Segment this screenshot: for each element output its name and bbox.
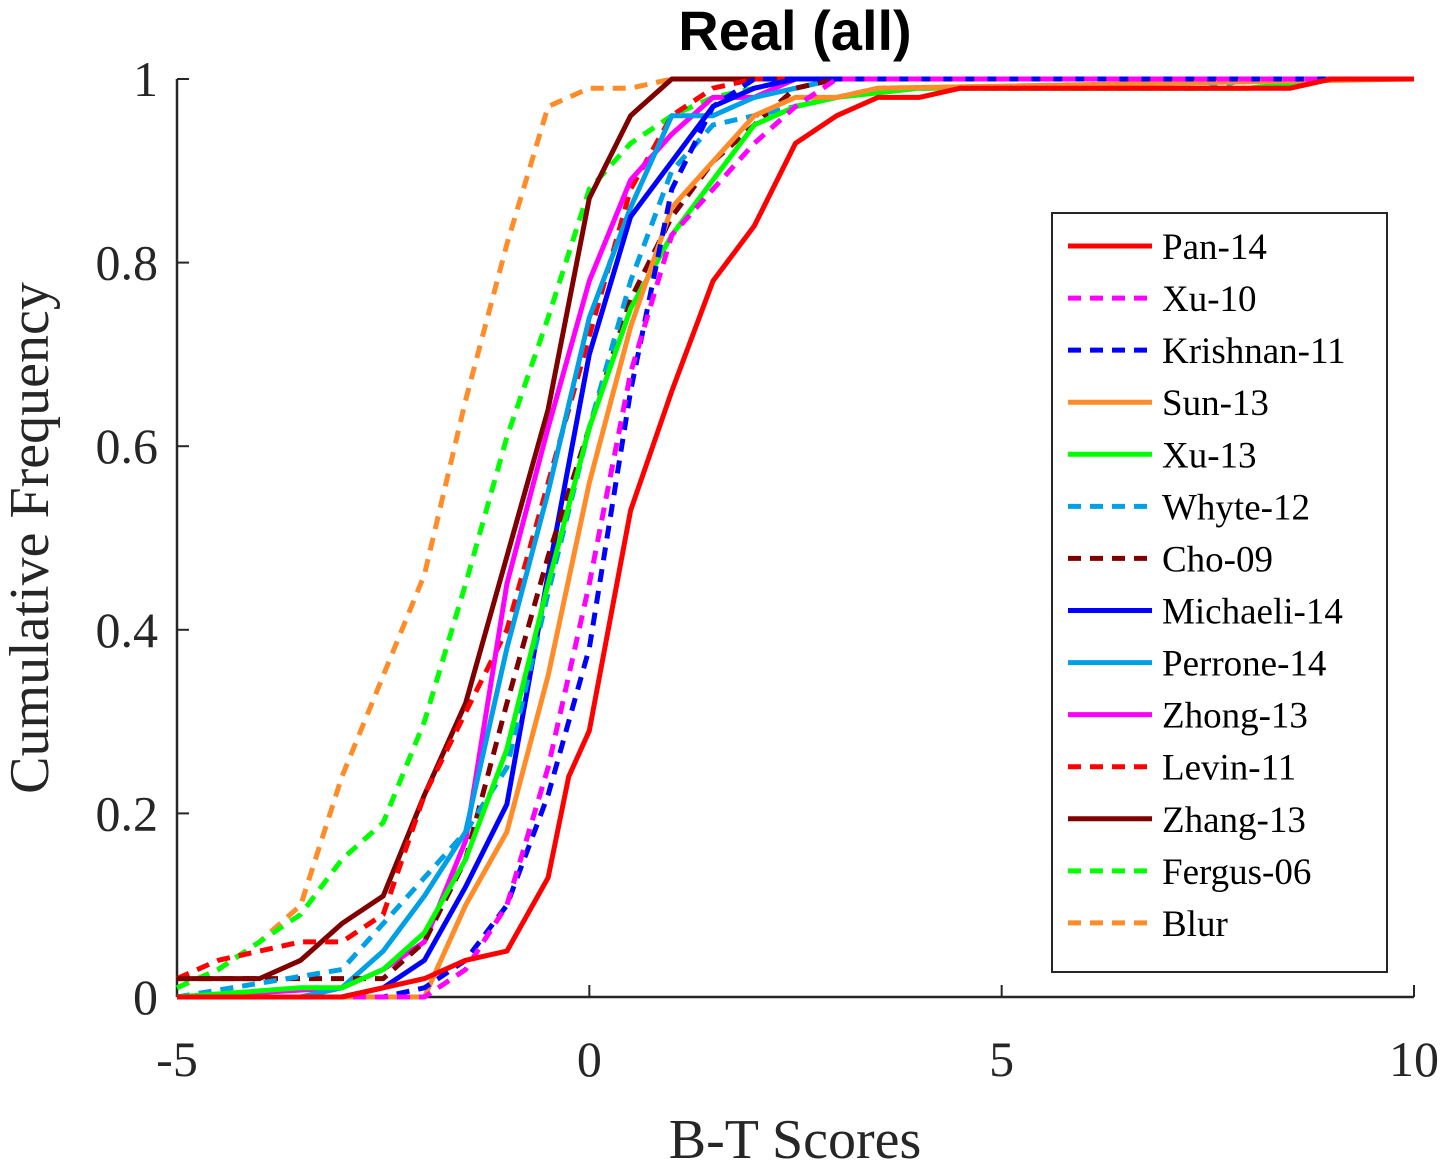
legend-label-zhang-13: Zhang-13 [1162,800,1306,841]
y-axis-label: Cumulative Frequency [0,282,61,794]
legend-label-zhong-13: Zhong-13 [1162,696,1308,737]
series-line-levin-11 [175,76,1414,981]
x-tick-label: 5 [989,1031,1014,1087]
y-tick-label: 0.8 [96,235,159,291]
y-tick-label: 0.2 [96,785,159,841]
chart-title: Real (all) [678,0,911,62]
legend-box [1051,212,1388,973]
legend-label-pan-14: Pan-14 [1162,227,1267,268]
series-line-xu-10 [177,76,1414,1000]
x-tick-label: 0 [577,1031,602,1087]
legend-label-cho-09: Cho-09 [1162,539,1273,580]
x-tick-label: 10 [1389,1031,1439,1087]
series-lines [175,76,1415,1000]
legend-label-fergus-06: Fergus-06 [1162,852,1311,893]
x-tick-label: -5 [156,1031,198,1087]
legend: Pan-14 Xu-10 Krishnan-11 Sun-13 Xu-13 Whyte-1… [1051,212,1388,973]
legend-label-krishnan-11: Krishnan-11 [1162,331,1346,372]
y-tick-label: 0.6 [96,418,159,474]
tick-labels: -5 0 5 10 0 0.2 0.4 0.6 0.8 1 [96,51,1440,1087]
series-line-blur [175,76,1414,991]
series-line-pan-14 [177,76,1414,1000]
series-line-michaeli-14 [177,76,1414,1000]
series-line-zhang-13 [177,76,1414,982]
y-tick-label: 1 [133,51,158,107]
series-line-krishnan-11 [177,76,1414,1000]
legend-label-whyte-12: Whyte-12 [1162,487,1310,528]
legend-label-sun-13: Sun-13 [1162,383,1269,424]
y-tick-label: 0 [133,969,158,1025]
legend-label-xu-13: Xu-13 [1162,435,1257,476]
series-line-perrone-14 [177,76,1414,1000]
legend-label-michaeli-14: Michaeli-14 [1162,592,1343,633]
legend-label-blur: Blur [1162,904,1228,945]
y-tick-label: 0.4 [96,602,159,658]
legend-label-levin-11: Levin-11 [1162,748,1296,789]
legend-label-perrone-14: Perrone-14 [1162,644,1326,685]
legend-label-xu-10: Xu-10 [1162,279,1257,320]
x-axis-label: B-T Scores [669,1109,922,1166]
series-line-sun-13 [177,76,1415,1000]
